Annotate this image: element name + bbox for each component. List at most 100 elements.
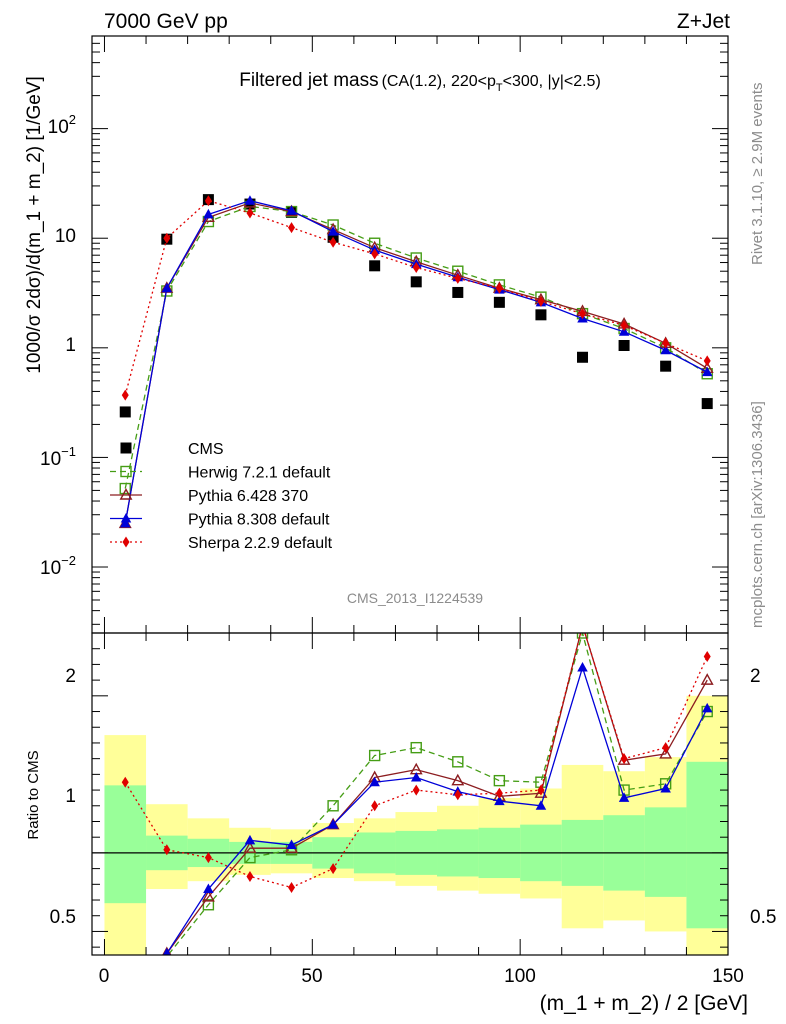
main-point-pythia-8-308-default-1 xyxy=(161,282,173,293)
ratio-point-sherpa-2-2-9-default-5 xyxy=(329,863,337,875)
ratio-point-sherpa-2-2-9-default-7 xyxy=(412,784,420,796)
main-point-cms-10 xyxy=(535,309,547,321)
ratio-point-herwig-7-2-1-default-7 xyxy=(410,741,422,754)
legend: CMS Herwig 7.2.1 default Pythia 6.428 370 P… xyxy=(110,441,333,552)
plot-title: Filtered jet mass (CA(1.2), 220<pT<300, |… xyxy=(239,70,601,94)
ratio-point-sherpa-2-2-9-default-1 xyxy=(163,844,171,856)
ratio-band-inner-13 xyxy=(644,807,687,897)
main-point-cms-7 xyxy=(410,276,422,288)
analysis-id: CMS_2013_I1224539 xyxy=(347,590,483,606)
ratio-point-herwig-7-2-1-default-8 xyxy=(452,756,464,768)
legend-label-cms: CMS xyxy=(188,441,224,458)
ratio-point-sherpa-2-2-9-default-12 xyxy=(620,753,628,765)
ratio-point-pythia-8-308-default-13 xyxy=(660,783,671,793)
main-point-sherpa-2-2-9-default-5 xyxy=(329,236,337,248)
main-point-sherpa-2-2-9-default-3 xyxy=(246,207,254,219)
xtick-label-100: 100 xyxy=(504,966,536,987)
legend-marker-cms xyxy=(120,442,132,454)
legend-marker-herwig-7-2-1-default xyxy=(120,465,132,478)
ratio-point-pythia-8-308-default-3 xyxy=(244,834,256,845)
ratio-point-sherpa-2-2-9-default-10 xyxy=(537,784,545,796)
ratio-point-pythia-8-308-default-6 xyxy=(369,776,380,787)
main-point-pythia-8-308-default-5 xyxy=(327,226,339,236)
main-ylabel: 1000/σ 2dσ)/d(m_1 + m_2) [1/GeV] xyxy=(24,76,45,374)
main-point-cms-8 xyxy=(452,286,464,298)
main-point-cms-14 xyxy=(701,398,713,410)
main-point-pythia-8-308-default-2 xyxy=(203,208,214,219)
ratio-point-herwig-7-2-1-default-6 xyxy=(368,749,381,762)
main-line-herwig-7-2-1-default xyxy=(124,205,708,489)
main-ytick-label-10: 10 xyxy=(55,226,76,247)
ratio-point-pythia-8-308-default-5 xyxy=(327,819,339,829)
ratio-band-inner-0 xyxy=(104,785,147,904)
main-point-pythia-8-308-default-0 xyxy=(120,517,131,528)
ratio-point-pythia-6-428-370-2 xyxy=(201,889,215,902)
main-point-cms-11 xyxy=(577,351,589,363)
xtick-label-150: 150 xyxy=(712,966,744,987)
ratio-point-sherpa-2-2-9-default-14 xyxy=(703,651,711,663)
ratio-point-pythia-6-428-370-13 xyxy=(659,746,673,759)
ratio-point-pythia-8-308-default-9 xyxy=(494,795,505,806)
header-right: Z+Jet xyxy=(677,10,730,33)
ratio-point-pythia-6-428-370-8 xyxy=(451,773,465,786)
main-ytick-label-1e-2: 10−2 xyxy=(40,553,76,579)
ratio-point-sherpa-2-2-9-default-9 xyxy=(495,787,503,799)
main-point-sherpa-2-2-9-default-10 xyxy=(537,295,545,307)
main-point-sherpa-2-2-9-default-9 xyxy=(495,282,503,294)
plot-title-sub: (CA(1.2), 220<p xyxy=(382,73,496,90)
plot-title-subscript: T xyxy=(496,82,503,94)
ratio-point-pythia-8-308-default-12 xyxy=(618,792,630,802)
ratio-point-sherpa-2-2-9-default-3 xyxy=(246,870,254,882)
ratio-point-pythia-6-428-370-14 xyxy=(700,673,714,685)
main-point-cms-12 xyxy=(618,339,630,351)
ratio-ylabel: Ratio to CMS xyxy=(25,750,42,839)
legend-label-pythia-8-308-default: Pythia 8.308 default xyxy=(188,512,330,529)
main-point-sherpa-2-2-9-default-13 xyxy=(662,337,670,349)
xtick-label-0: 0 xyxy=(99,966,110,987)
main-point-sherpa-2-2-9-default-14 xyxy=(703,355,711,367)
ratio-data-layer xyxy=(92,633,728,955)
ratio-ytick-label-2: 2 xyxy=(65,666,76,687)
ratio-point-sherpa-2-2-9-default-2 xyxy=(204,852,212,864)
main-ytick-label-1: 1 xyxy=(65,335,76,356)
main-point-herwig-7-2-1-default-0 xyxy=(119,482,131,495)
main-ytick-label-1e-1: 10−1 xyxy=(40,444,76,470)
ratio-point-sherpa-2-2-9-default-0 xyxy=(121,776,129,788)
main-point-sherpa-2-2-9-default-4 xyxy=(288,222,296,234)
main-point-pythia-8-308-default-12 xyxy=(618,326,630,336)
header-left: 7000 GeV pp xyxy=(104,10,228,33)
ratio-point-sherpa-2-2-9-default-4 xyxy=(288,881,296,893)
ratio-point-sherpa-2-2-9-default-13 xyxy=(662,742,670,754)
xlabel: (m_1 + m_2) / 2 [GeV] xyxy=(540,992,748,1015)
main-point-sherpa-2-2-9-default-8 xyxy=(454,272,462,284)
ratio-point-pythia-8-308-default-11 xyxy=(577,662,588,672)
main-point-sherpa-2-2-9-default-1 xyxy=(163,232,171,244)
main-point-sherpa-2-2-9-default-6 xyxy=(371,248,379,260)
ratio-point-pythia-8-308-default-10 xyxy=(535,800,547,810)
main-ticks xyxy=(92,35,729,633)
legend-label-sherpa-2-2-9-default: Sherpa 2.2.9 default xyxy=(188,535,333,552)
rivet-label: Rivet 3.1.10, ≥ 2.9M events xyxy=(749,83,766,266)
xtick-label-50: 50 xyxy=(301,966,322,987)
ratio-line-herwig-7-2-1-default xyxy=(167,633,708,955)
ratio-ytick-label-0.5-right: 0.5 xyxy=(750,907,776,928)
ratio-point-sherpa-2-2-9-default-6 xyxy=(371,800,379,812)
main-line-sherpa-2-2-9-default xyxy=(124,199,708,396)
legend-marker-pythia-8-308-default xyxy=(120,513,132,523)
main-point-sherpa-2-2-9-default-0 xyxy=(121,389,129,401)
main-point-pythia-8-308-default-14 xyxy=(701,366,713,377)
main-point-cms-0 xyxy=(119,406,131,418)
main-data-layer xyxy=(118,194,714,529)
ratio-point-pythia-6-428-370-10 xyxy=(534,786,548,798)
ratio-frame xyxy=(91,632,729,956)
main-point-pythia-8-308-default-4 xyxy=(286,205,297,215)
main-point-sherpa-2-2-9-default-7 xyxy=(412,262,420,274)
main-point-sherpa-2-2-9-default-11 xyxy=(579,308,587,320)
ratio-ticks xyxy=(92,632,729,955)
ratio-point-herwig-7-2-1-default-5 xyxy=(327,800,339,812)
plot-title-suffix: <300, |y|<2.5) xyxy=(503,73,601,90)
main-point-sherpa-2-2-9-default-2 xyxy=(204,195,212,207)
ratio-point-pythia-8-308-default-1 xyxy=(162,947,171,955)
ratio-panel: 2 1 0.5 2 0.5 Ratio to CMS 0 50 100 150 … xyxy=(25,632,776,1015)
